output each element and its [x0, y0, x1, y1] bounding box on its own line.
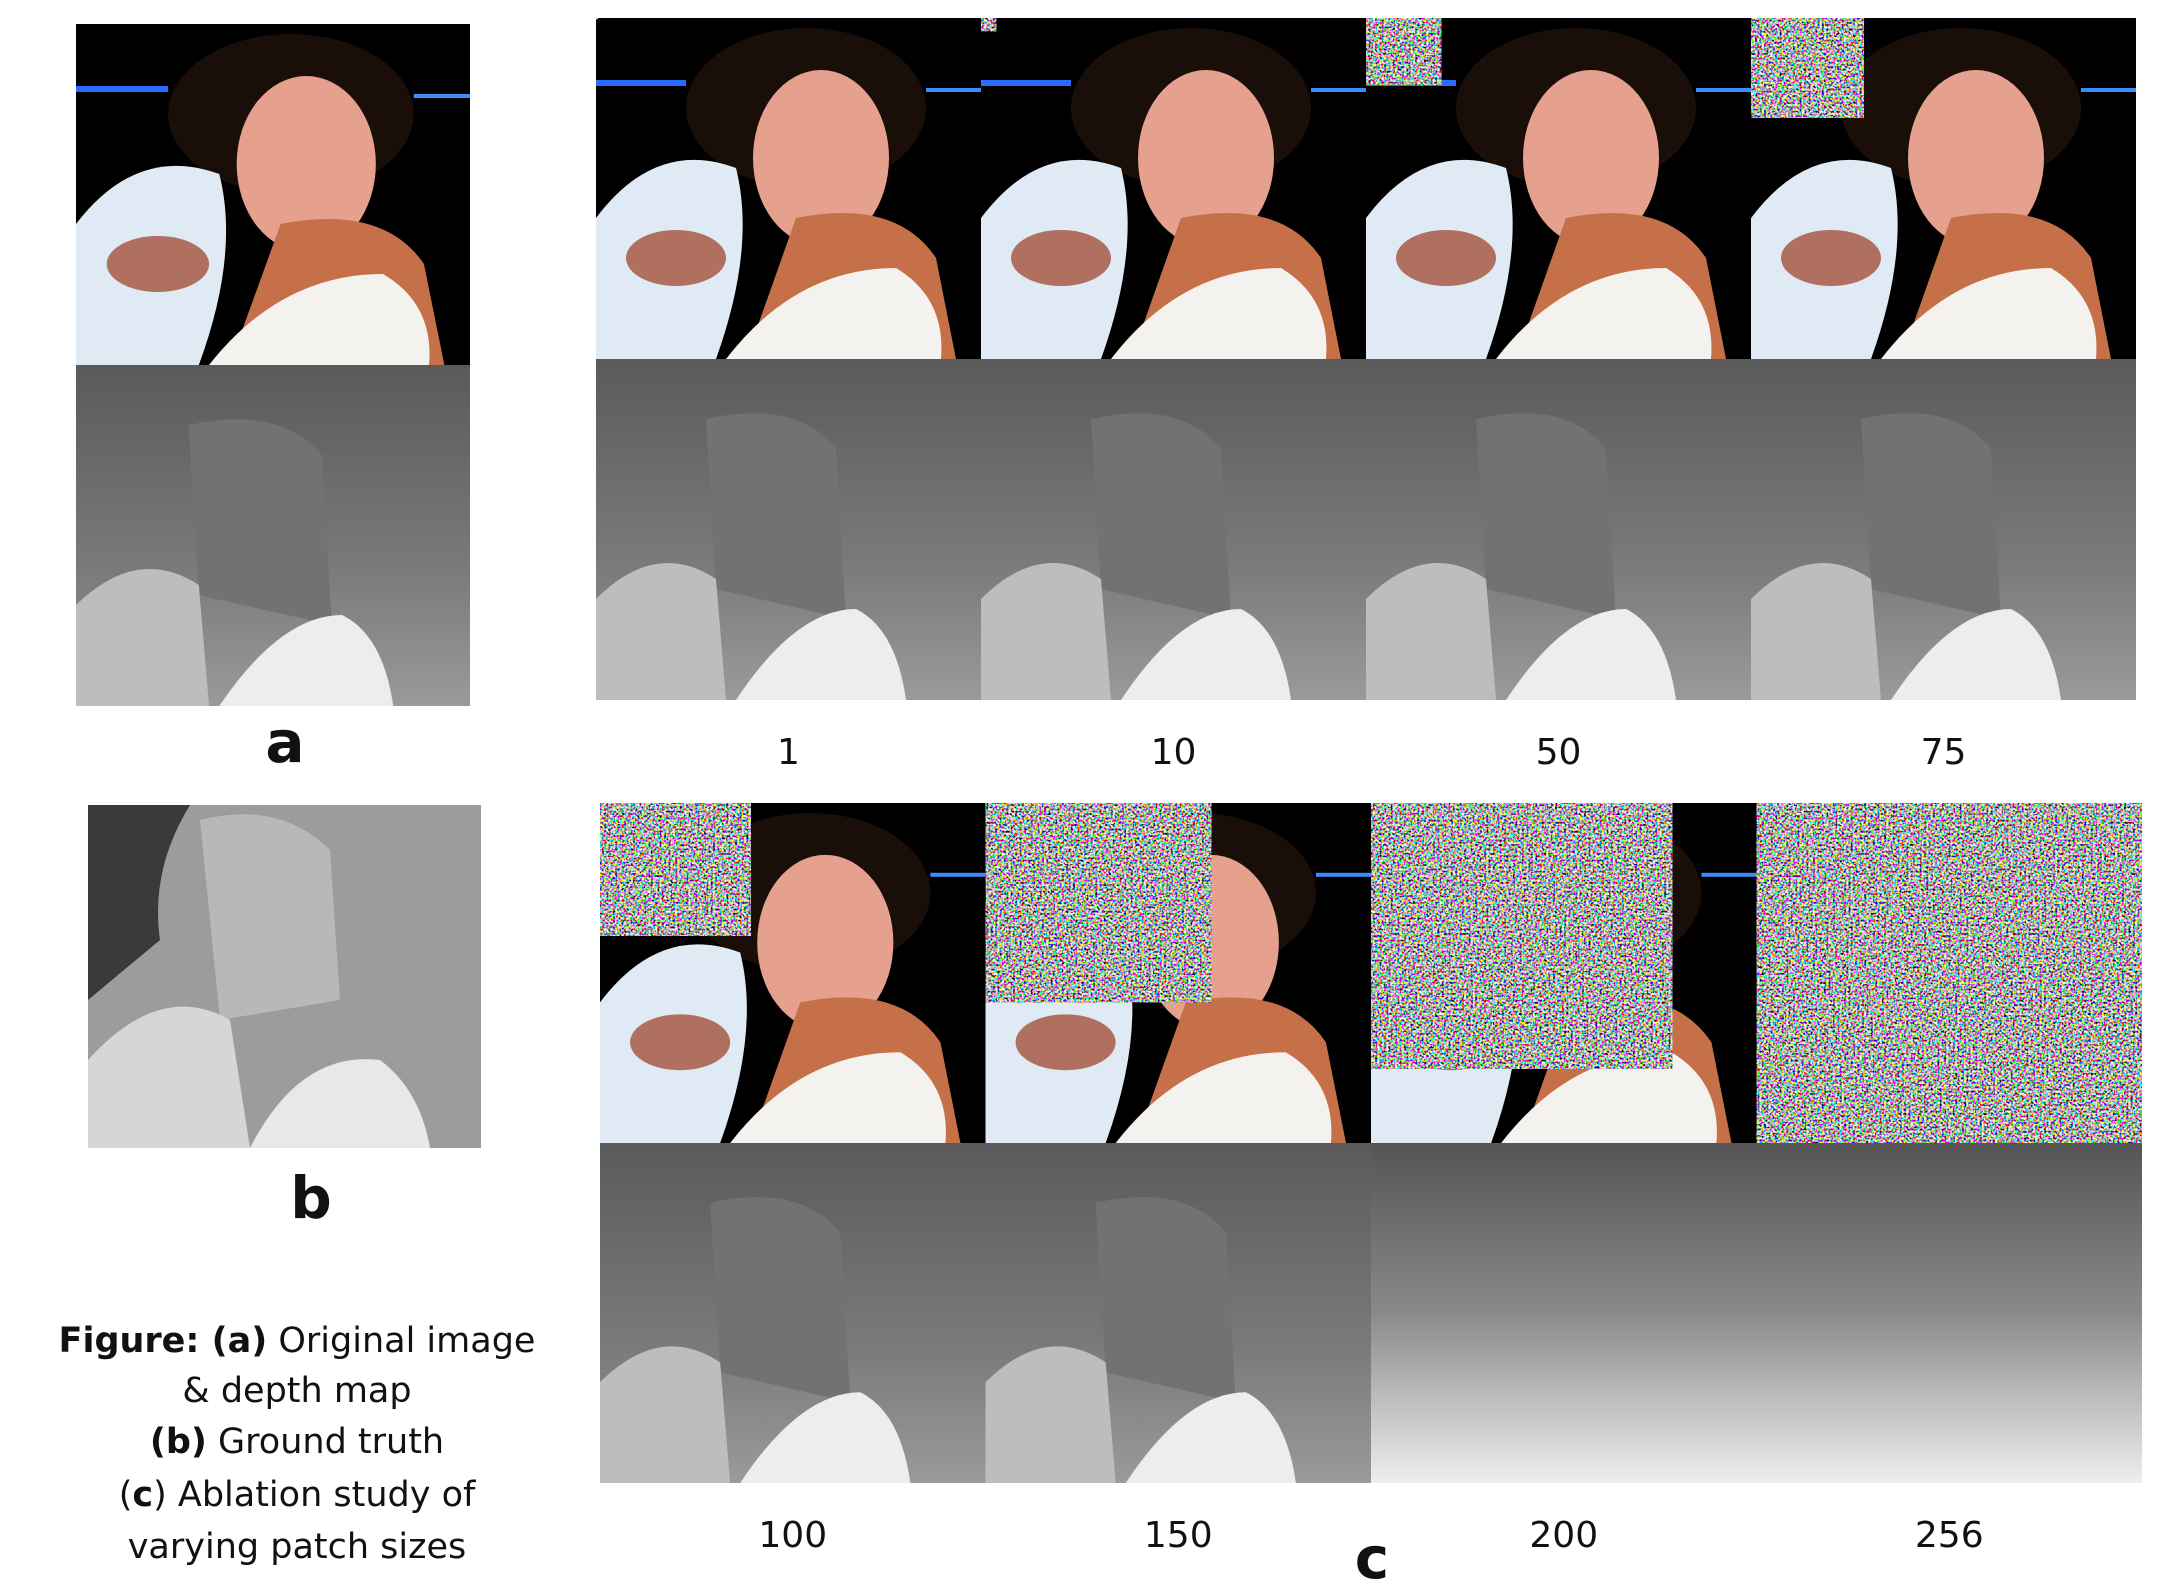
patch: [981, 18, 996, 31]
adv-image: [596, 18, 981, 359]
patch-size-label: 100: [758, 1515, 827, 1556]
patch: [1366, 18, 1441, 85]
caption-text: & depth map: [182, 1371, 411, 1411]
adv-image: [981, 18, 1366, 359]
caption-text: (b): [150, 1422, 207, 1462]
caption-line: varying patch sizes: [128, 1527, 467, 1567]
patch: [596, 18, 598, 19]
patch: [1757, 803, 2143, 1143]
caption-line: Figure: (a) Original image: [59, 1321, 536, 1361]
depth-map: [600, 1143, 986, 1483]
depth-map: [1366, 359, 1751, 700]
caption-text: Ground truth: [207, 1422, 444, 1462]
ablation-cell: 1: [596, 18, 981, 773]
patch-size-label: 1: [777, 732, 800, 773]
figure: a b c Figure: (a) Original image & depth …: [0, 0, 2168, 1585]
ablation-cell: 50: [1366, 18, 1751, 773]
caption-text: varying patch sizes: [128, 1527, 467, 1567]
patch: [1371, 803, 1672, 1069]
patch: [600, 803, 751, 936]
ablation-cell: 150: [986, 803, 1372, 1556]
caption-line: (b) Ground truth: [150, 1422, 444, 1462]
patch-size-label: 75: [1921, 732, 1967, 773]
ablation-cell: 200: [1371, 803, 1757, 1556]
patch-size-label: 50: [1536, 732, 1582, 773]
panel-label: c: [1355, 1524, 1389, 1585]
depth-map: [1751, 359, 2136, 700]
patch: [986, 803, 1212, 1002]
caption-text: (: [119, 1475, 133, 1515]
ablation-cell: 75: [1751, 18, 2136, 773]
caption-text: Original image: [267, 1321, 535, 1361]
depth-map: [986, 1143, 1372, 1483]
depth-map: [1371, 1143, 1757, 1483]
depth-map: [596, 359, 981, 700]
caption-text: ) Ablation study of: [153, 1475, 476, 1515]
patch-size-label: 200: [1529, 1515, 1598, 1556]
caption-text: c: [132, 1475, 153, 1515]
panel-label: b: [290, 1164, 332, 1232]
panel-b-image: [88, 805, 481, 1148]
panel-a-images: [76, 24, 470, 706]
caption-line: & depth map: [182, 1371, 411, 1411]
ablation-cell: 100: [600, 803, 986, 1556]
caption-line: (c) Ablation study of: [119, 1475, 476, 1515]
patch-size-label: 10: [1151, 732, 1197, 773]
patch-size-label: 150: [1144, 1515, 1213, 1556]
ablation-cell: 256: [1757, 803, 2143, 1556]
caption-text: Figure: (a): [59, 1321, 268, 1361]
depth-map: [981, 359, 1366, 700]
patch-size-label: 256: [1915, 1515, 1984, 1556]
depth-map: [1757, 1143, 2143, 1483]
ablation-cell: 10: [981, 18, 1366, 773]
patch: [1751, 18, 1864, 118]
panel-label: a: [265, 708, 304, 776]
caption: Figure: (a) Original image & depth map (b)…: [59, 1321, 536, 1567]
